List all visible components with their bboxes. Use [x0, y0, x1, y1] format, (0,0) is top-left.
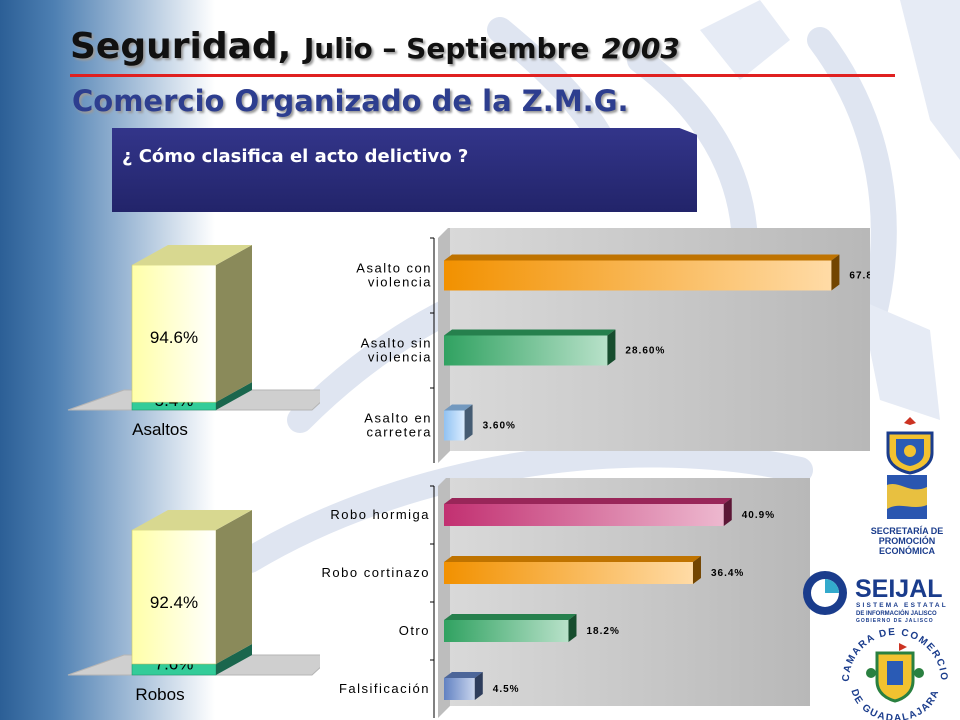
asalto-value-label-asalto-en-carretera: 3.60% [483, 421, 516, 432]
asalto-bar-top-0 [444, 254, 840, 261]
robo-bar-side-2 [568, 614, 577, 642]
asalto-category-label-asalto-con-violencia-0: Asalto con [356, 261, 432, 276]
asaltos-bar-1-side [216, 245, 252, 403]
question-text: ¿ Cómo clasifica el acto delictivo ? [122, 146, 469, 167]
title-underline [70, 74, 895, 77]
asaltos-bar-1-top [132, 245, 252, 265]
robos-bar-1-side [216, 510, 252, 664]
robos-value-label-1: 92.4% [150, 593, 198, 612]
robo-bar-top-3 [444, 672, 483, 678]
asalto-bar-asalto-con-violencia [444, 260, 832, 291]
asalto-value-label-asalto-sin-violencia: 28.60% [625, 346, 665, 357]
asalto-bar-side-2 [464, 404, 473, 441]
seijal-title: SEIJAL [855, 575, 943, 603]
asalto-category-label-asalto-en-carretera-0: Asalto en [364, 411, 432, 426]
robo-bar-top-2 [444, 614, 577, 620]
asalto-category-label-asalto-con-violencia-1: violencia [368, 275, 432, 290]
robo-bar-side-3 [474, 672, 483, 700]
asalto-bar-side-0 [831, 254, 840, 291]
secretaria-line3: ECONÓMICA [879, 545, 936, 556]
asalto-category-label-asalto-sin-violencia-1: violencia [368, 350, 432, 365]
robo-bar-side-0 [723, 498, 732, 526]
robo-value-label-otro: 18.2% [586, 626, 619, 637]
question-box: ¿ Cómo clasifica el acto delictivo ? [112, 128, 697, 212]
seijal-line1: SISTEMA ESTATAL [856, 602, 948, 609]
robo-bar-falsificacion [444, 678, 475, 700]
asaltos-bar-0-side [216, 382, 252, 410]
jalisco-shield-logo [886, 417, 934, 475]
asalto-bar-asalto-en-carretera [444, 410, 465, 441]
asalto-bar-top-1 [444, 329, 616, 336]
asalto-category-label-asalto-en-carretera-1: carretera [366, 425, 432, 440]
robo-value-label-robo-cortinazo: 36.4% [711, 568, 744, 579]
asalto-bar-top-2 [444, 404, 473, 411]
robo-category-label-falsificacion: Falsificación [339, 681, 430, 696]
seijal-logo: SEIJAL SISTEMA ESTATAL DE INFORMACIÓN JA… [803, 571, 948, 624]
asalto-bar-side-1 [607, 329, 616, 366]
secretaria-line2: PROMOCIÓN [879, 535, 936, 546]
robo-value-label-robo-hormiga: 40.9% [742, 510, 775, 521]
chart-robos-stacked: 7.6%92.4%Robos [67, 510, 320, 704]
robo-category-label-robo-hormiga: Robo hormiga [330, 507, 430, 522]
robo-bar-side-1 [692, 556, 701, 584]
robo-bar-top-0 [444, 498, 732, 504]
seijal-line2: DE INFORMACIÓN JALISCO [856, 609, 937, 617]
robos-category-label: Robos [135, 685, 184, 704]
robo-bar-robo-hormiga [444, 504, 724, 526]
robos-bar-1-top [132, 510, 252, 530]
asalto-bar-asalto-sin-violencia [444, 335, 608, 366]
robo-bar-robo-cortinazo [444, 562, 693, 584]
asalto-category-label-asalto-sin-violencia-0: Asalto sin [361, 336, 432, 351]
asaltos-bar-1 [131, 264, 217, 403]
asalto-value-label-asalto-con-violencia: 67.80% [849, 271, 870, 282]
robos-bar-1 [131, 529, 217, 665]
robo-category-label-otro: Otro [399, 623, 430, 638]
secretaria-line1: SECRETARÍA DE [871, 526, 944, 536]
flag-icon [904, 417, 916, 425]
chart-asaltos-stacked: 5.4%94.6%Asaltos [67, 245, 320, 439]
robo-category-label-robo-cortinazo: Robo cortinazo [322, 565, 430, 580]
robo-value-label-falsificacion: 4.5% [493, 684, 520, 695]
chart-robo-breakdown: Robo hormiga 40.9% Robo cortinazo 36.4% Otro… [322, 478, 810, 718]
page-subtitle: Comercio Organizado de la Z.M.G. [72, 84, 629, 118]
robos-bar-0-side [216, 643, 252, 675]
camara-shield-icon [866, 643, 924, 703]
asaltos-value-label-1: 94.6% [150, 328, 198, 347]
seijal-line3: GOBIERNO DE JALISCO [856, 618, 934, 624]
robo-side-wall [438, 478, 450, 718]
secretaria-logo: SECRETARÍA DE PROMOCIÓN ECONÓMICA [871, 475, 944, 556]
asaltos-category-label: Asaltos [132, 420, 188, 439]
robo-bar-top-1 [444, 556, 701, 562]
page-title: Seguridad, Julio – Septiembre 2003 [70, 26, 680, 67]
camara-comercio-logo: CAMARA DE COMERCIO DE GUADALAJARA [841, 627, 948, 720]
robo-bar-otro [444, 620, 569, 642]
